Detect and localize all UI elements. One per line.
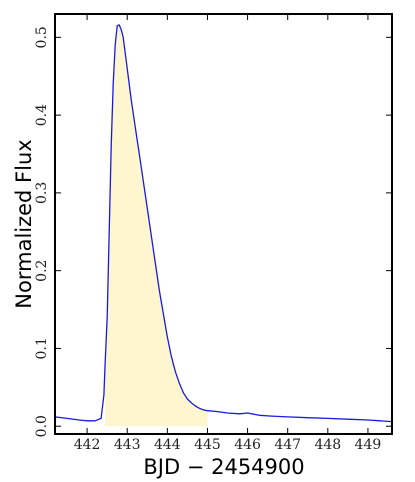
x-tick-label: 448 xyxy=(314,437,341,453)
flux-series-line xyxy=(54,24,393,423)
y-tick-label: 0.5 xyxy=(34,26,50,48)
y-tick-label: 0.0 xyxy=(34,415,50,437)
y-tick-label: 0.2 xyxy=(34,260,50,282)
x-tick-label: 447 xyxy=(274,437,301,453)
x-tick-label: 442 xyxy=(74,437,101,453)
x-axis-title: BJD − 2454900 xyxy=(143,455,304,479)
x-tick-label: 446 xyxy=(234,437,261,453)
x-tick-label: 449 xyxy=(355,437,382,453)
x-tick-label: 444 xyxy=(154,437,181,453)
flux-fill-area xyxy=(105,24,208,427)
y-tick-label: 0.3 xyxy=(34,182,50,204)
plot-frame xyxy=(54,13,393,435)
x-tick-label: 445 xyxy=(194,437,221,453)
y-tick-label: 0.4 xyxy=(34,104,50,126)
y-axis-title: Normalized Flux xyxy=(12,139,36,308)
x-tick-label: 443 xyxy=(114,437,141,453)
y-tick-label: 0.1 xyxy=(34,337,50,359)
